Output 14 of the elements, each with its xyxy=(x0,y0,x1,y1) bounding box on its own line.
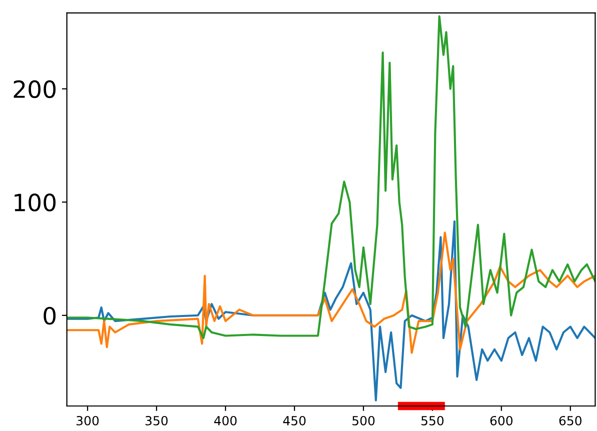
line-series xyxy=(66,220,596,402)
x-tick-label: 450 xyxy=(283,416,306,426)
line-series xyxy=(66,15,596,340)
x-tick-label: 500 xyxy=(352,416,375,426)
y-tick-label: 100 xyxy=(14,194,56,212)
x-tick-label: 300 xyxy=(76,416,99,426)
line-series xyxy=(66,232,596,354)
x-tick-label: 600 xyxy=(490,416,513,426)
x-tick-label: 350 xyxy=(146,416,168,426)
x-tick-label: 550 xyxy=(421,416,444,426)
y-tick-label: 0 xyxy=(44,306,56,325)
x-tick-label: 400 xyxy=(214,416,237,426)
y-tick-label: 200 xyxy=(14,80,56,98)
x-tick-label: 650 xyxy=(559,416,582,426)
